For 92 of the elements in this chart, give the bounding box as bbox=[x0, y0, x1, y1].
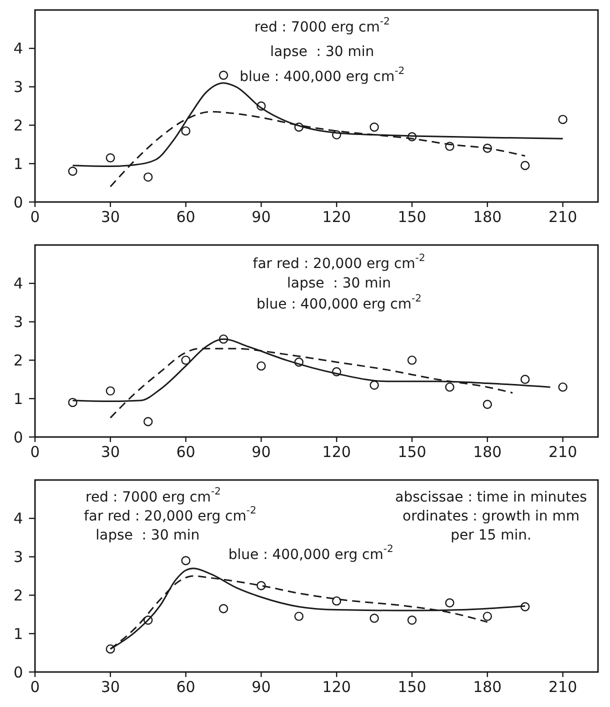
point bbox=[332, 130, 342, 140]
y-tick-label: 1 bbox=[13, 624, 23, 643]
x-tick-label: 180 bbox=[473, 208, 502, 226]
point bbox=[144, 616, 153, 625]
point bbox=[558, 382, 568, 392]
point bbox=[256, 101, 266, 111]
point bbox=[482, 400, 492, 409]
point bbox=[106, 644, 115, 654]
point bbox=[520, 160, 530, 170]
x-tick-label: 180 bbox=[473, 443, 502, 461]
x-tick-label: 180 bbox=[473, 678, 502, 696]
point bbox=[445, 142, 454, 151]
annotation: lapse : 30 min bbox=[96, 528, 200, 544]
y-tick-label: 2 bbox=[13, 586, 23, 604]
point bbox=[144, 417, 153, 426]
y-tick-label: 2 bbox=[13, 351, 23, 370]
point bbox=[370, 122, 379, 132]
annotation: lapse : 30 min bbox=[287, 275, 392, 292]
annotation: blue : 400,000 erg cm$^{-2}$ bbox=[240, 66, 405, 86]
point bbox=[445, 382, 454, 392]
point bbox=[445, 598, 454, 608]
point bbox=[181, 126, 190, 136]
y-tick-label: 1 bbox=[13, 154, 23, 173]
x-tick-label: 90 bbox=[252, 443, 271, 461]
x-tick-label: 30 bbox=[100, 678, 120, 696]
point bbox=[370, 614, 379, 623]
annotation: per 15 min. bbox=[450, 528, 532, 544]
x-tick-label: 60 bbox=[176, 678, 196, 696]
y-tick-label: 4 bbox=[13, 40, 23, 58]
annotation: far red : 20,000 erg cm$^{-2}$ bbox=[84, 506, 256, 524]
point bbox=[482, 144, 492, 153]
y-tick-label: 0 bbox=[13, 193, 23, 212]
point bbox=[68, 398, 78, 408]
x-tick-label: 30 bbox=[100, 443, 120, 461]
point bbox=[332, 367, 342, 376]
point bbox=[144, 172, 153, 182]
point bbox=[181, 356, 190, 365]
point bbox=[294, 612, 304, 621]
point bbox=[294, 122, 304, 132]
point bbox=[106, 386, 115, 396]
point bbox=[218, 334, 228, 344]
point bbox=[520, 602, 530, 612]
point bbox=[68, 166, 78, 176]
y-tick-label: 4 bbox=[13, 274, 23, 293]
annotation: far red : 20,000 erg cm$^{-2}$ bbox=[252, 253, 426, 272]
point bbox=[181, 556, 190, 566]
y-tick-label: 4 bbox=[13, 510, 23, 528]
x-tick-label: 210 bbox=[548, 443, 578, 461]
y-tick-label: 1 bbox=[13, 390, 23, 408]
point bbox=[558, 114, 568, 124]
annotation: blue : 400,000 erg cm$^{-2}$ bbox=[228, 544, 394, 563]
point bbox=[256, 581, 266, 590]
y-tick-label: 3 bbox=[13, 78, 23, 96]
x-tick-label: 210 bbox=[548, 208, 578, 226]
annotation: ordinates : growth in mm bbox=[402, 508, 580, 524]
x-tick-label: 0 bbox=[30, 678, 40, 696]
y-tick-label: 3 bbox=[13, 313, 23, 332]
x-tick-label: 90 bbox=[252, 208, 271, 226]
annotation: red : 7000 erg cm$^{-2}$ bbox=[86, 486, 221, 506]
x-tick-label: 150 bbox=[398, 443, 426, 461]
x-tick-label: 60 bbox=[176, 443, 196, 461]
annotation: abscissae : time in minutes bbox=[395, 489, 587, 506]
x-tick-label: 210 bbox=[548, 678, 578, 696]
y-tick-label: 0 bbox=[13, 663, 23, 682]
x-tick-label: 120 bbox=[322, 443, 351, 461]
x-tick-label: 120 bbox=[322, 208, 351, 226]
point bbox=[218, 604, 228, 614]
y-tick-label: 3 bbox=[13, 548, 23, 566]
x-tick-label: 120 bbox=[322, 678, 351, 696]
point bbox=[482, 612, 492, 621]
point bbox=[256, 361, 266, 371]
point bbox=[294, 358, 304, 367]
point bbox=[407, 616, 417, 625]
annotation: red : 7000 erg cm$^{-2}$ bbox=[254, 16, 390, 36]
point bbox=[407, 356, 417, 365]
x-tick-label: 30 bbox=[100, 208, 120, 226]
point bbox=[106, 153, 115, 162]
point bbox=[370, 380, 379, 390]
point bbox=[407, 132, 417, 142]
x-tick-label: 60 bbox=[176, 208, 196, 226]
y-tick-label: 2 bbox=[13, 116, 23, 134]
annotation: lapse : 30 min bbox=[270, 44, 374, 60]
y-tick-label: 0 bbox=[13, 428, 23, 446]
x-tick-label: 150 bbox=[398, 678, 426, 696]
point bbox=[218, 70, 228, 80]
x-tick-label: 0 bbox=[30, 208, 40, 226]
x-tick-label: 150 bbox=[398, 208, 426, 226]
x-tick-label: 90 bbox=[252, 678, 271, 696]
x-tick-label: 0 bbox=[30, 443, 40, 461]
point bbox=[520, 374, 530, 384]
point bbox=[332, 596, 342, 606]
annotation: blue : 400,000 erg cm$^{-2}$ bbox=[256, 294, 422, 312]
